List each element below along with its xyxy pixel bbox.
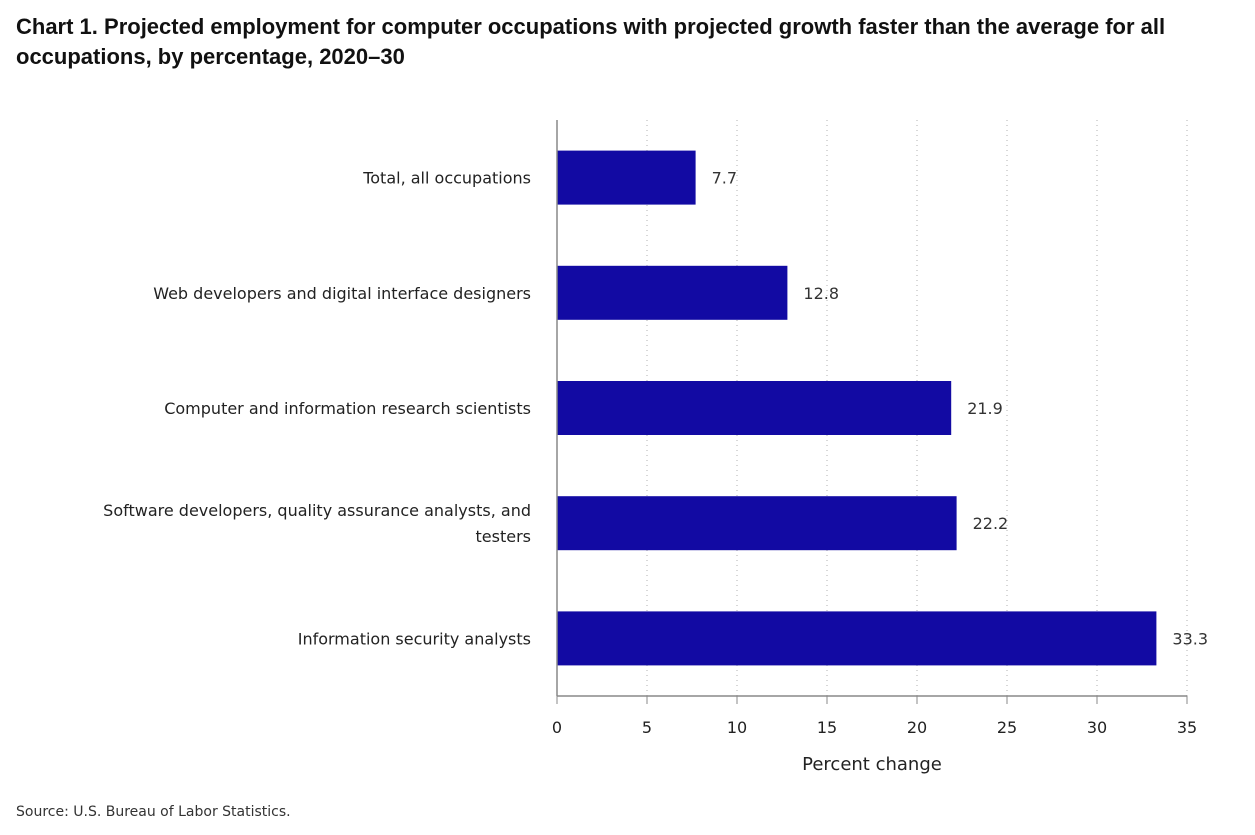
value-label: 21.9 (967, 399, 1003, 418)
category-label: Information security analysts (298, 629, 531, 648)
chart-title: Chart 1. Projected employment for comput… (16, 14, 1166, 69)
x-tick-label: 10 (727, 718, 747, 737)
category-label: testers (476, 527, 531, 546)
x-tick-label: 35 (1177, 718, 1197, 737)
bar (557, 611, 1157, 666)
x-tick-label: 25 (997, 718, 1017, 737)
x-tick-label: 0 (552, 718, 562, 737)
x-axis-title: Percent change (802, 754, 942, 775)
source-note: Source: U.S. Bureau of Labor Statistics. (16, 804, 291, 820)
x-tick-label: 20 (907, 718, 927, 737)
bar (557, 265, 788, 320)
bar (557, 496, 957, 551)
value-label: 12.8 (803, 284, 839, 303)
x-tick-label: 30 (1087, 718, 1107, 737)
value-label: 7.7 (712, 169, 737, 188)
x-tick-label: 5 (642, 718, 652, 737)
bar (557, 150, 696, 205)
bar-chart: 7.7 Total, all occupations 12.8 Web develop… (103, 120, 1208, 775)
x-tick-label: 15 (817, 718, 837, 737)
category-label: Web developers and digital interface des… (153, 284, 531, 303)
value-label: 22.2 (973, 514, 1009, 533)
bar (557, 381, 952, 435)
value-label: 33.3 (1172, 629, 1208, 648)
category-label: Software developers, quality assurance a… (103, 501, 531, 520)
category-label: Computer and information research scient… (164, 399, 531, 418)
category-label: Total, all occupations (362, 169, 531, 188)
